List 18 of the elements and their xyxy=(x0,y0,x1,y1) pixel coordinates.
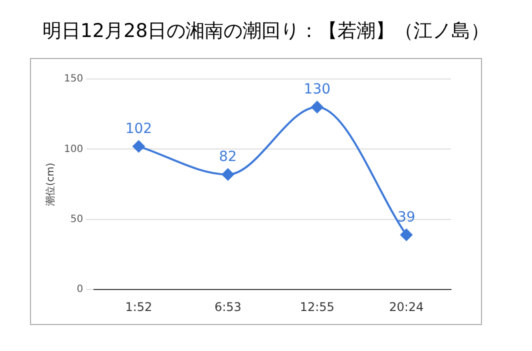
y-tick-label: 150 xyxy=(64,74,84,85)
point xyxy=(222,168,234,180)
x-tick-label: 6:53 xyxy=(214,300,242,314)
x-tick-label: 1:52 xyxy=(125,300,152,314)
point xyxy=(400,228,412,241)
y-tick-label: 100 xyxy=(64,144,84,155)
y-axis-title: 潮位(cm) xyxy=(44,162,57,206)
x-tick-label: 12:55 xyxy=(300,300,334,314)
data-label: 82 xyxy=(219,149,237,166)
y-tick-label: 0 xyxy=(76,284,84,296)
x-tick-label: 20:24 xyxy=(389,300,424,314)
y-tick-label: 50 xyxy=(70,214,84,225)
data-label: 130 xyxy=(304,82,331,98)
data-label: 102 xyxy=(125,121,152,138)
point xyxy=(132,140,145,152)
chart-title: 明日12月28日の湘南の潮回り：【若潮】（江ノ島） xyxy=(41,19,491,44)
point xyxy=(311,101,324,114)
data-label: 39 xyxy=(397,209,416,226)
